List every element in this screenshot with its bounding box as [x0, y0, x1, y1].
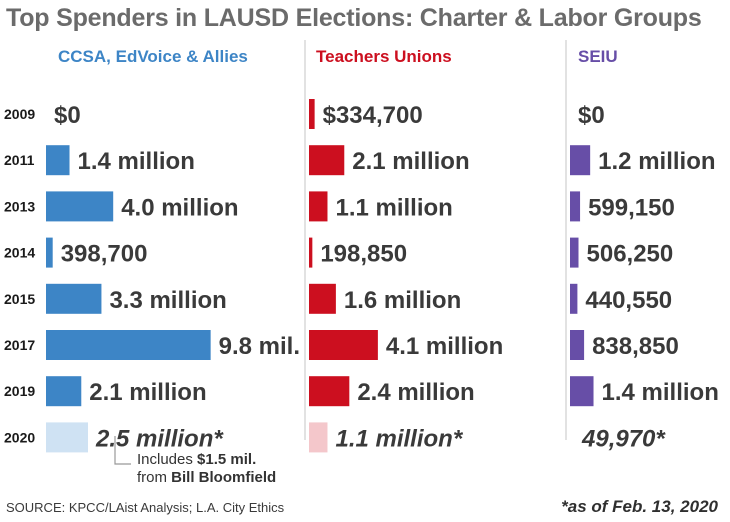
value-label-seiu-2019: 1.4 million — [602, 379, 719, 406]
bar-teachers-2014 — [309, 237, 313, 268]
bar-ccsa-2013 — [46, 191, 114, 222]
annotation-line1-prefix: Includes — [137, 451, 198, 468]
annotation-leader-line — [114, 436, 131, 465]
value-label-teachers-2013: 1.1 million — [335, 194, 452, 221]
bar-teachers-2019 — [309, 376, 350, 407]
bar-ccsa-2014 — [46, 237, 53, 268]
bar-ccsa-2020 — [46, 422, 88, 453]
bar-seiu-2019 — [570, 376, 594, 407]
year-label-2015: 2015 — [4, 291, 35, 307]
value-label-teachers-2009: $334,700 — [323, 102, 423, 129]
bar-ccsa-2011 — [46, 145, 70, 176]
value-label-ccsa-2019: 2.1 million — [89, 379, 206, 406]
series-header-ccsa: CCSA, EdVoice & Allies — [58, 47, 248, 66]
value-label-teachers-2011: 2.1 million — [352, 148, 469, 175]
value-label-seiu-2015: 440,550 — [585, 287, 672, 314]
value-label-ccsa-2014: 398,700 — [61, 241, 148, 268]
value-label-seiu-2014: 506,250 — [587, 241, 674, 268]
year-label-2014: 2014 — [4, 245, 35, 261]
bar-ccsa-2017 — [46, 330, 211, 360]
as-of-note: *as of Feb. 13, 2020 — [561, 497, 718, 516]
bar-seiu-2011 — [570, 145, 591, 176]
year-label-2019: 2019 — [4, 383, 35, 399]
bar-seiu-2014 — [570, 237, 579, 268]
bar-ccsa-2019 — [46, 376, 82, 407]
year-label-2017: 2017 — [4, 337, 35, 353]
annotation-line2-bold: Bill Bloomfield — [171, 469, 277, 486]
value-label-seiu-2013: 599,150 — [588, 194, 675, 221]
series-header-teachers: Teachers Unions — [316, 47, 452, 66]
value-label-ccsa-2015: 3.3 million — [109, 287, 226, 314]
value-label-ccsa-2017: 9.8 mil. — [219, 333, 300, 360]
chart-title: Top Spenders in LAUSD Elections: Charter… — [6, 4, 702, 32]
bar-teachers-2015 — [309, 283, 336, 314]
value-label-seiu-2009: $0 — [578, 102, 605, 129]
bar-teachers-2013 — [309, 191, 328, 222]
annotation-line1-bold: $1.5 mil. — [197, 451, 257, 468]
source-note: SOURCE: KPCC/LAist Analysis; L.A. City E… — [6, 500, 285, 515]
bar-ccsa-2015 — [46, 283, 102, 314]
year-label-2009: 2009 — [4, 106, 35, 122]
bar-seiu-2017 — [570, 330, 585, 360]
value-label-teachers-2019: 2.4 million — [357, 379, 474, 406]
year-label-2013: 2013 — [4, 198, 35, 214]
value-label-seiu-2020: 49,970* — [581, 425, 666, 452]
value-label-teachers-2020: 1.1 million* — [335, 425, 463, 452]
value-label-seiu-2011: 1.2 million — [598, 148, 715, 175]
value-label-ccsa-2009: $0 — [54, 102, 81, 129]
year-label-2020: 2020 — [4, 429, 35, 445]
bar-seiu-2015 — [570, 283, 578, 314]
bar-teachers-2020 — [309, 422, 328, 453]
bar-teachers-2009 — [309, 99, 315, 129]
value-label-teachers-2014: 198,850 — [320, 241, 407, 268]
value-label-ccsa-2013: 4.0 million — [121, 194, 238, 221]
value-label-ccsa-2020: 2.5 million* — [95, 425, 224, 452]
bar-teachers-2017 — [309, 330, 378, 360]
value-label-seiu-2017: 838,850 — [592, 333, 679, 360]
annotation-line2-prefix: from — [137, 469, 172, 486]
bar-seiu-2013 — [570, 191, 581, 222]
value-label-teachers-2017: 4.1 million — [386, 333, 503, 360]
year-label-2011: 2011 — [4, 152, 35, 168]
value-label-ccsa-2011: 1.4 million — [78, 148, 195, 175]
series-header-seiu: SEIU — [578, 47, 618, 66]
bloomfield-annotation: Includes $1.5 mil. from Bill Bloomfield — [137, 451, 276, 487]
value-label-teachers-2015: 1.6 million — [344, 287, 461, 314]
bar-teachers-2011 — [309, 145, 345, 176]
